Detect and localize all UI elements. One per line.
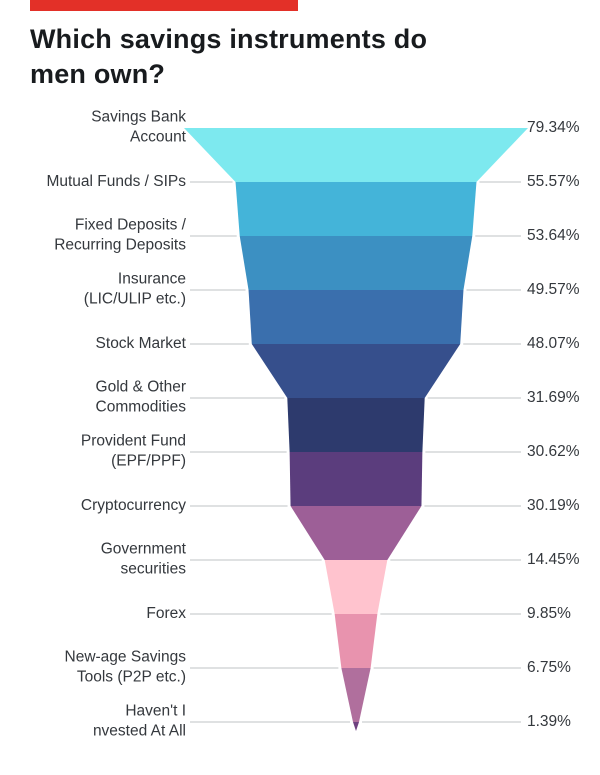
row-label-8: Government securities <box>100 540 186 578</box>
row-label-1: Mutual Funds / SIPs <box>46 172 186 190</box>
row-label-7: Cryptocurrency <box>80 496 186 514</box>
row-label-11: Haven't I nvested At All <box>92 702 186 740</box>
row-value-7: 30.19% <box>527 497 580 514</box>
funnel-segment-0 <box>184 128 528 182</box>
row-value-6: 30.62% <box>527 443 580 460</box>
funnel-segment-2 <box>239 236 473 290</box>
row-value-1: 55.57% <box>527 173 580 190</box>
funnel-segment-1 <box>235 182 477 236</box>
funnel-segment-4 <box>251 344 461 398</box>
row-value-11: 1.39% <box>527 713 571 730</box>
row-value-3: 49.57% <box>527 281 580 298</box>
funnel-segment-6 <box>289 452 423 506</box>
funnel-segment-5 <box>287 398 425 452</box>
chart-title: Which savings instruments do men own? <box>30 24 428 90</box>
row-value-8: 14.45% <box>527 551 580 568</box>
row-label-4: Stock Market <box>95 334 186 352</box>
funnel-segment-3 <box>248 290 464 344</box>
row-label-6: Provident Fund (EPF/PPF) <box>80 432 186 470</box>
funnel-segment-7 <box>290 506 422 560</box>
row-label-10: New-age Savings Tools (P2P etc.) <box>64 648 186 686</box>
funnel-segment-10 <box>341 668 371 722</box>
row-value-2: 53.64% <box>527 227 580 244</box>
row-label-0: Savings Bank Account <box>91 108 186 146</box>
row-value-5: 31.69% <box>527 389 580 406</box>
row-label-9: Forex <box>146 604 186 622</box>
funnel-segment-11 <box>352 722 360 731</box>
top-red-bar <box>30 0 298 11</box>
row-label-5: Gold & Other Commodities <box>95 378 186 416</box>
row-value-0: 79.34% <box>527 119 580 136</box>
row-value-4: 48.07% <box>527 335 580 352</box>
row-label-2: Fixed Deposits / Recurring Deposits <box>54 216 186 254</box>
funnel-segment-9 <box>334 614 378 668</box>
row-value-9: 9.85% <box>527 605 571 622</box>
row-label-3: Insurance (LIC/ULIP etc.) <box>83 270 186 308</box>
funnel-segment-8 <box>324 560 388 614</box>
row-value-10: 6.75% <box>527 659 571 676</box>
